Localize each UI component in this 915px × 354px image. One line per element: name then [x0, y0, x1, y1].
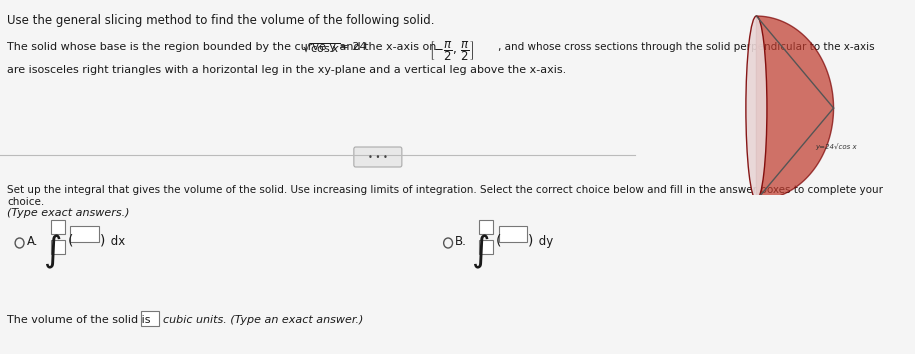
Text: A.: A. [27, 235, 38, 248]
FancyBboxPatch shape [499, 226, 527, 242]
Text: and the x-axis on: and the x-axis on [336, 42, 436, 52]
Text: ): ) [528, 234, 533, 248]
FancyBboxPatch shape [50, 220, 65, 234]
FancyBboxPatch shape [354, 147, 402, 167]
Text: B.: B. [455, 235, 467, 248]
Text: are isosceles right triangles with a horizontal leg in the xy-plane and a vertic: are isosceles right triangles with a hor… [7, 65, 566, 75]
FancyBboxPatch shape [479, 220, 493, 234]
FancyBboxPatch shape [141, 311, 159, 326]
Text: (: ( [496, 234, 501, 248]
Text: dy: dy [535, 235, 554, 248]
Text: (Type exact answers.): (Type exact answers.) [7, 208, 130, 218]
Text: Set up the integral that gives the volume of the solid. Use increasing limits of: Set up the integral that gives the volum… [7, 185, 883, 207]
Text: ): ) [100, 234, 105, 248]
FancyBboxPatch shape [479, 240, 493, 254]
Text: cubic units. (Type an exact answer.): cubic units. (Type an exact answer.) [163, 315, 363, 325]
Text: • • •: • • • [368, 153, 388, 161]
Text: (: ( [68, 234, 73, 248]
Text: , and whose cross sections through the solid perpendicular to the x-axis: , and whose cross sections through the s… [498, 42, 875, 52]
Ellipse shape [746, 16, 767, 200]
Text: $\int$: $\int$ [43, 233, 61, 271]
Text: The volume of the solid is: The volume of the solid is [7, 315, 151, 325]
Text: y=24√cos x: y=24√cos x [815, 143, 857, 150]
FancyBboxPatch shape [50, 240, 65, 254]
Text: $\left[-\dfrac{\pi}{2},\, \dfrac{\pi}{2}\right]$: $\left[-\dfrac{\pi}{2},\, \dfrac{\pi}{2}… [429, 39, 475, 63]
FancyBboxPatch shape [70, 226, 99, 242]
Text: $\int$: $\int$ [471, 233, 490, 271]
Text: dx: dx [107, 235, 125, 248]
Polygon shape [757, 16, 834, 200]
Text: The solid whose base is the region bounded by the curve y = 24: The solid whose base is the region bound… [7, 42, 367, 52]
Text: Use the general slicing method to find the volume of the following solid.: Use the general slicing method to find t… [7, 14, 435, 27]
Text: $\sqrt{\cos x}$: $\sqrt{\cos x}$ [302, 42, 341, 55]
